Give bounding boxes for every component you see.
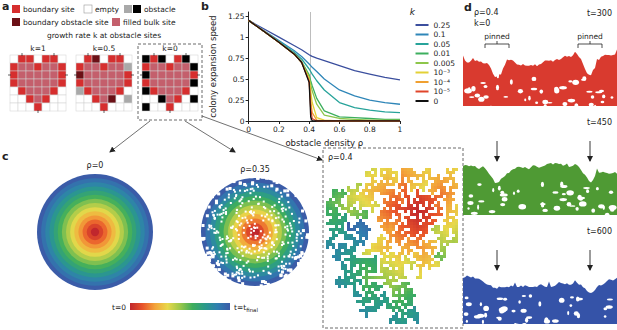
svg-text:t=300: t=300 [587, 9, 612, 18]
svg-text:0.6: 0.6 [333, 125, 345, 134]
svg-text:10⁻⁵: 10⁻⁵ [434, 87, 451, 96]
svg-text:1: 1 [240, 33, 245, 42]
svg-text:t=450: t=450 [587, 118, 612, 127]
svg-text:10⁻⁴: 10⁻⁴ [434, 78, 451, 87]
svg-text:0.01: 0.01 [434, 49, 451, 58]
svg-text:0: 0 [434, 97, 439, 106]
svg-text:k: k [410, 7, 416, 17]
svg-text:ρ=0.4: ρ=0.4 [474, 8, 499, 17]
svg-text:ρ=0.35: ρ=0.35 [240, 165, 270, 174]
svg-text:growth rate k at obstacle site: growth rate k at obstacle sites [47, 31, 161, 40]
svg-text:obstacle density ρ: obstacle density ρ [285, 138, 363, 148]
svg-text:obstacle: obstacle [144, 5, 176, 14]
svg-text:0: 0 [240, 117, 245, 126]
svg-text:empty: empty [95, 5, 120, 14]
svg-text:t=0: t=0 [112, 303, 126, 312]
svg-text:ρ=0: ρ=0 [87, 161, 104, 170]
svg-text:0.8: 0.8 [364, 125, 376, 134]
svg-text:a: a [2, 0, 9, 13]
svg-text:0.25: 0.25 [434, 21, 451, 30]
svg-text:boundary site: boundary site [23, 5, 75, 14]
svg-text:t=600: t=600 [587, 227, 612, 236]
svg-text:ρ=0.4: ρ=0.4 [328, 153, 353, 162]
svg-text:0.1: 0.1 [434, 30, 446, 39]
svg-text:pinned: pinned [484, 32, 510, 41]
svg-text:k=0: k=0 [474, 19, 490, 28]
svg-text:0.4: 0.4 [303, 125, 315, 134]
svg-text:0.75: 0.75 [228, 54, 245, 63]
svg-text:k=1: k=1 [30, 44, 46, 53]
svg-text:boundary obstacle site: boundary obstacle site [23, 18, 109, 27]
svg-text:pinned: pinned [577, 32, 603, 41]
svg-text:0.005: 0.005 [434, 59, 456, 68]
svg-text:k=0.5: k=0.5 [93, 44, 116, 53]
svg-text:10⁻³: 10⁻³ [434, 68, 451, 77]
svg-text:d: d [464, 1, 472, 14]
svg-text:0.5: 0.5 [233, 75, 245, 84]
svg-text:t=tfinal: t=tfinal [234, 303, 258, 313]
svg-text:colony expansion speed: colony expansion speed [208, 15, 218, 117]
svg-text:1.25: 1.25 [228, 12, 245, 21]
svg-text:b: b [201, 0, 209, 13]
svg-text:0.2: 0.2 [273, 125, 285, 134]
svg-text:0.05: 0.05 [434, 40, 451, 49]
svg-text:k=0: k=0 [162, 44, 178, 53]
svg-text:c: c [2, 150, 9, 163]
svg-text:1: 1 [398, 125, 403, 134]
svg-text:filled bulk site: filled bulk site [123, 18, 176, 27]
svg-text:0: 0 [246, 125, 251, 134]
svg-text:0.25: 0.25 [228, 96, 245, 105]
